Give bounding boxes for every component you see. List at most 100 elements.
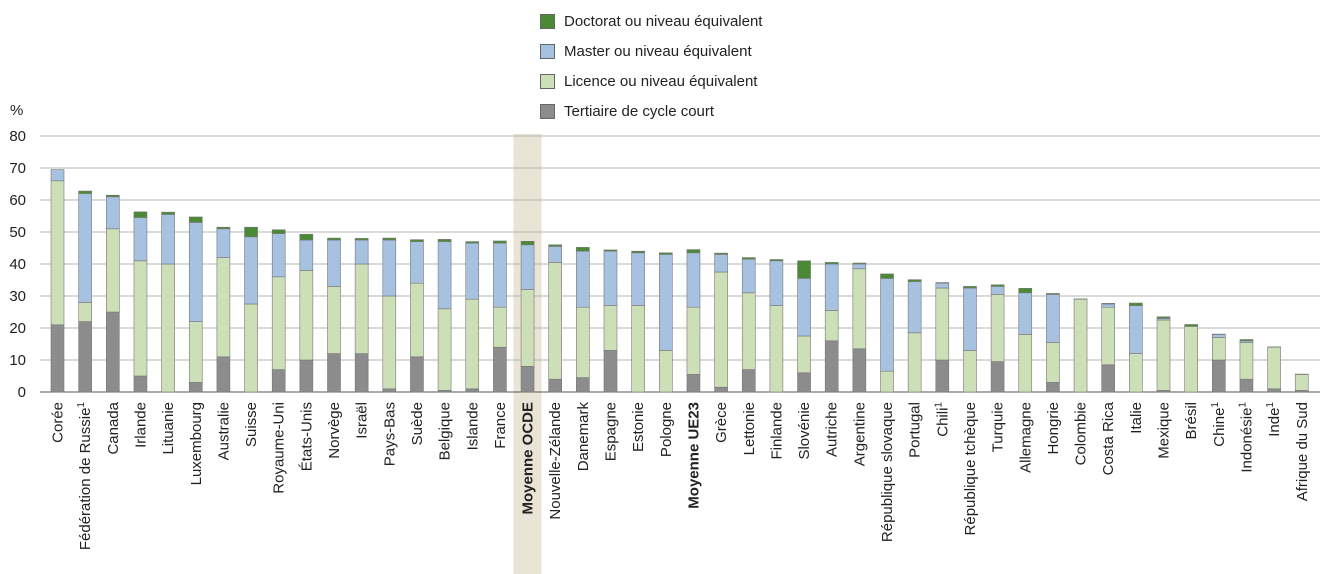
bar-segment-tertiaire-de-cycle-court bbox=[133, 375, 148, 393]
bar-segment-licence-ou-niveau-equivalent bbox=[797, 335, 811, 374]
bar-segment-tertiaire-de-cycle-court bbox=[852, 348, 867, 393]
y-tick-label: 70 bbox=[9, 160, 26, 177]
x-tick-label: Corée bbox=[50, 402, 67, 443]
bar-segment-licence-ou-niveau-equivalent bbox=[935, 287, 950, 361]
x-tick-label: Inde1 bbox=[1265, 402, 1283, 437]
x-tick-label: Islande bbox=[464, 402, 481, 450]
bar-segment-master-ou-niveau-equivalent bbox=[437, 241, 452, 310]
x-tick-label: France bbox=[492, 402, 509, 449]
bar-segment-tertiaire-de-cycle-court bbox=[1046, 382, 1060, 393]
x-tick-label: Grèce bbox=[713, 402, 730, 443]
bar-segment-master-ou-niveau-equivalent bbox=[216, 228, 231, 258]
bar-segment-licence-ou-niveau-equivalent bbox=[1184, 326, 1198, 393]
bar-segment-master-ou-niveau-equivalent bbox=[520, 244, 535, 290]
bar-segment-licence-ou-niveau-equivalent bbox=[437, 308, 452, 391]
bar-segment-master-ou-niveau-equivalent bbox=[299, 239, 314, 271]
bar-segment-tertiaire-de-cycle-court bbox=[1101, 364, 1115, 393]
bar-segment-doctorat-ou-niveau-equivalent bbox=[576, 247, 590, 252]
bar-segment-licence-ou-niveau-equivalent bbox=[852, 268, 867, 350]
x-tick-label: Hongrie bbox=[1045, 402, 1062, 455]
x-tick-label: Lituanie bbox=[160, 402, 177, 455]
legend-swatch-doctorat bbox=[540, 13, 555, 29]
x-tick-label: Australie bbox=[215, 402, 232, 460]
x-tick-label: Espagne bbox=[603, 402, 620, 461]
x-tick-label: Canada bbox=[105, 401, 122, 454]
legend-label-licence: Licence ou niveau équivalent bbox=[564, 72, 758, 90]
x-tick-label: Pays-Bas bbox=[381, 402, 398, 466]
bar-segment-tertiaire-de-cycle-court bbox=[354, 353, 369, 393]
bar-segment-doctorat-ou-niveau-equivalent bbox=[244, 226, 258, 238]
bar-segment-doctorat-ou-niveau-equivalent bbox=[188, 216, 203, 223]
bar-segment-licence-ou-niveau-equivalent bbox=[382, 295, 397, 390]
bar-segment-tertiaire-de-cycle-court bbox=[1267, 388, 1281, 393]
x-tick-label: Estonie bbox=[630, 402, 647, 452]
bar-segment-master-ou-niveau-equivalent bbox=[1046, 294, 1060, 343]
bar-segment-tertiaire-de-cycle-court bbox=[465, 388, 480, 393]
bar-segment-master-ou-niveau-equivalent bbox=[106, 196, 120, 230]
bar-segment-doctorat-ou-niveau-equivalent bbox=[410, 239, 424, 242]
bar-segment-master-ou-niveau-equivalent bbox=[797, 278, 811, 337]
bar-segment-doctorat-ou-niveau-equivalent bbox=[880, 273, 894, 279]
bar-segment-doctorat-ou-niveau-equivalent bbox=[1239, 339, 1254, 342]
x-tick-label: République tchèque bbox=[962, 402, 979, 535]
x-tick-label: Chine1 bbox=[1210, 402, 1228, 447]
bar-segment-licence-ou-niveau-equivalent bbox=[1073, 298, 1088, 393]
bar-segment-doctorat-ou-niveau-equivalent bbox=[548, 244, 563, 247]
x-tick-label: Portugal bbox=[907, 402, 924, 458]
bar-segment-master-ou-niveau-equivalent bbox=[161, 214, 175, 265]
legend-label-doctorat: Doctorat ou niveau équivalent bbox=[564, 12, 763, 30]
bar-segment-licence-ou-niveau-equivalent bbox=[354, 263, 369, 354]
bar-segment-master-ou-niveau-equivalent bbox=[935, 282, 950, 289]
x-tick-label: Pologne bbox=[658, 402, 675, 457]
bar-segment-doctorat-ou-niveau-equivalent bbox=[216, 226, 231, 230]
bar-segment-tertiaire-de-cycle-court bbox=[493, 346, 507, 393]
x-tick-label: Mexique bbox=[1156, 402, 1173, 459]
bar-segment-licence-ou-niveau-equivalent bbox=[880, 370, 894, 393]
bar-segment-doctorat-ou-niveau-equivalent bbox=[935, 282, 950, 284]
bar-segment-tertiaire-de-cycle-court bbox=[741, 369, 756, 393]
bar-segment-doctorat-ou-niveau-equivalent bbox=[493, 240, 507, 244]
legend-item-doctorat: Doctorat ou niveau équivalent bbox=[540, 6, 762, 36]
bar-segment-tertiaire-de-cycle-court bbox=[990, 361, 1005, 393]
bar-segment-licence-ou-niveau-equivalent bbox=[161, 263, 175, 393]
bar-segment-doctorat-ou-niveau-equivalent bbox=[990, 284, 1005, 287]
bar-segment-doctorat-ou-niveau-equivalent bbox=[78, 190, 92, 194]
x-tick-label: Indonésie1 bbox=[1237, 402, 1255, 473]
x-tick-label: Nouvelle-Zélande bbox=[547, 402, 564, 520]
bar-segment-doctorat-ou-niveau-equivalent bbox=[1101, 303, 1115, 305]
bar-segment-doctorat-ou-niveau-equivalent bbox=[133, 211, 148, 218]
bar-segment-tertiaire-de-cycle-court bbox=[1239, 378, 1254, 393]
x-tick-label: Slovénie bbox=[796, 402, 813, 460]
x-tick-label: Irlande bbox=[132, 402, 149, 448]
bar-segment-licence-ou-niveau-equivalent bbox=[78, 302, 92, 322]
bar-segment-master-ou-niveau-equivalent bbox=[465, 242, 480, 300]
bar-segment-licence-ou-niveau-equivalent bbox=[493, 306, 507, 348]
bar-segment-tertiaire-de-cycle-court bbox=[299, 359, 314, 393]
bar-segment-doctorat-ou-niveau-equivalent bbox=[603, 249, 618, 252]
bar-segment-doctorat-ou-niveau-equivalent bbox=[824, 262, 839, 265]
bar-segment-master-ou-niveau-equivalent bbox=[271, 233, 286, 278]
legend-label-master: Master ou niveau équivalent bbox=[564, 42, 752, 60]
bar-segment-master-ou-niveau-equivalent bbox=[990, 286, 1005, 295]
bar-segment-master-ou-niveau-equivalent bbox=[244, 236, 258, 305]
bar-segment-doctorat-ou-niveau-equivalent bbox=[741, 257, 756, 260]
bar-segment-doctorat-ou-niveau-equivalent bbox=[1184, 324, 1198, 327]
legend-item-licence: Licence ou niveau équivalent bbox=[540, 66, 762, 96]
bar-segment-master-ou-niveau-equivalent bbox=[50, 169, 65, 182]
legend-swatch-master bbox=[540, 43, 555, 59]
bar-segment-master-ou-niveau-equivalent bbox=[852, 263, 867, 270]
bar-segment-doctorat-ou-niveau-equivalent bbox=[520, 240, 535, 246]
bar-segment-doctorat-ou-niveau-equivalent bbox=[769, 259, 784, 262]
bar-segment-doctorat-ou-niveau-equivalent bbox=[686, 249, 701, 254]
bar-segment-doctorat-ou-niveau-equivalent bbox=[658, 252, 673, 255]
x-tick-label: Danemark bbox=[575, 402, 592, 472]
x-tick-label: Lettonie bbox=[741, 402, 758, 455]
bar-segment-doctorat-ou-niveau-equivalent bbox=[631, 250, 645, 254]
y-tick-label: 60 bbox=[9, 192, 26, 209]
bar-segment-doctorat-ou-niveau-equivalent bbox=[797, 260, 811, 279]
bar-segment-licence-ou-niveau-equivalent bbox=[1267, 346, 1281, 390]
bar-segment-licence-ou-niveau-equivalent bbox=[990, 294, 1005, 362]
x-tick-label: Suisse bbox=[243, 402, 260, 447]
bar-segment-doctorat-ou-niveau-equivalent bbox=[714, 252, 728, 255]
